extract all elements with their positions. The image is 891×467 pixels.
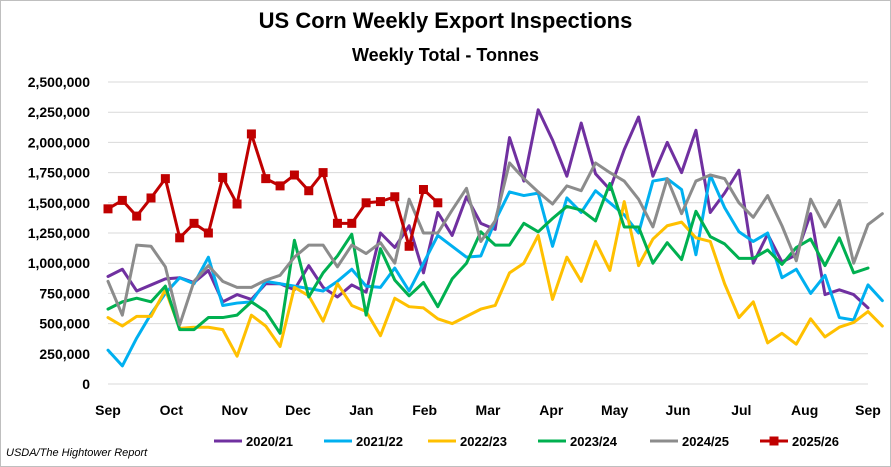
data-point-2025-26 bbox=[175, 233, 185, 243]
series-line-2025-26 bbox=[106, 132, 440, 248]
data-point-2025-26 bbox=[261, 174, 271, 184]
data-point-2025-26 bbox=[117, 195, 127, 205]
data-point-2025-26 bbox=[375, 197, 385, 207]
y-tick-label: 2,500,000 bbox=[28, 74, 90, 90]
data-point-2025-26 bbox=[203, 228, 213, 238]
data-point-2025-26 bbox=[246, 129, 256, 139]
x-tick-label: Nov bbox=[221, 402, 248, 418]
series-line-2024-25 bbox=[106, 161, 884, 327]
x-tick-label: Jul bbox=[731, 402, 751, 418]
data-point-2025-26 bbox=[418, 185, 428, 195]
data-point-2025-26 bbox=[189, 218, 199, 228]
y-tick-label: 2,000,000 bbox=[28, 134, 90, 150]
legend-label: 2025/26 bbox=[792, 434, 839, 449]
data-point-2025-26 bbox=[390, 192, 400, 202]
y-tick-label: 1,500,000 bbox=[28, 195, 90, 211]
data-point-2025-26 bbox=[132, 211, 142, 221]
x-axis: Sep Oct Nov Dec Jan Feb Mar Apr May Jun Jul Aug Sep bbox=[95, 402, 881, 418]
x-tick-label: May bbox=[601, 402, 628, 418]
y-axis: 0 250,000 500,000 750,000 1,000,000 1,250,000… bbox=[28, 74, 91, 392]
x-tick-label: Feb bbox=[412, 402, 437, 418]
x-tick-label: Mar bbox=[476, 402, 501, 418]
source-note: USDA/The Hightower Report bbox=[6, 447, 148, 459]
x-tick-label: Jan bbox=[349, 402, 373, 418]
legend-label: 2022/23 bbox=[460, 434, 507, 449]
data-point-2025-26 bbox=[289, 170, 299, 180]
y-tick-label: 1,250,000 bbox=[28, 225, 90, 241]
legend: 2020/21 2021/22 2022/23 2023/24 2024/25 2025/… bbox=[214, 434, 839, 449]
data-point-2025-26 bbox=[347, 218, 357, 228]
series-line-2020-21 bbox=[106, 108, 870, 310]
x-tick-label: Sep bbox=[855, 402, 881, 418]
chart-subtitle: Weekly Total - Tonnes bbox=[351, 45, 540, 65]
y-tick-label: 1,750,000 bbox=[28, 165, 90, 181]
data-point-2025-26 bbox=[304, 186, 314, 196]
x-tick-label: Aug bbox=[791, 402, 818, 418]
x-tick-label: Jun bbox=[666, 402, 691, 418]
y-tick-label: 1,000,000 bbox=[28, 255, 90, 271]
data-point-2025-26 bbox=[318, 168, 328, 178]
legend-marker bbox=[769, 436, 779, 446]
data-point-2025-26 bbox=[275, 181, 285, 191]
y-tick-label: 0 bbox=[82, 376, 90, 392]
series-lines bbox=[103, 108, 884, 368]
chart-title: US Corn Weekly Export Inspections bbox=[258, 8, 633, 33]
legend-label: 2021/22 bbox=[356, 434, 403, 449]
legend-label: 2023/24 bbox=[570, 434, 618, 449]
x-tick-label: Apr bbox=[539, 402, 564, 418]
series-line-2023-24 bbox=[106, 181, 870, 335]
y-tick-label: 250,000 bbox=[39, 346, 90, 362]
legend-label: 2020/21 bbox=[246, 434, 293, 449]
data-point-2025-26 bbox=[160, 174, 170, 184]
legend-label: 2024/25 bbox=[682, 434, 729, 449]
x-tick-label: Oct bbox=[160, 402, 184, 418]
data-point-2025-26 bbox=[433, 198, 443, 208]
data-point-2025-26 bbox=[361, 198, 371, 208]
data-point-2025-26 bbox=[404, 241, 414, 251]
y-tick-label: 750,000 bbox=[39, 285, 90, 301]
series-line-2022-23 bbox=[106, 200, 884, 358]
data-point-2025-26 bbox=[218, 172, 228, 182]
data-point-2025-26 bbox=[103, 204, 113, 214]
y-tick-label: 500,000 bbox=[39, 316, 90, 332]
x-tick-label: Sep bbox=[95, 402, 121, 418]
data-point-2025-26 bbox=[146, 193, 156, 203]
x-tick-label: Dec bbox=[285, 402, 311, 418]
data-point-2025-26 bbox=[332, 218, 342, 228]
y-tick-label: 2,250,000 bbox=[28, 104, 90, 120]
data-point-2025-26 bbox=[232, 199, 242, 209]
